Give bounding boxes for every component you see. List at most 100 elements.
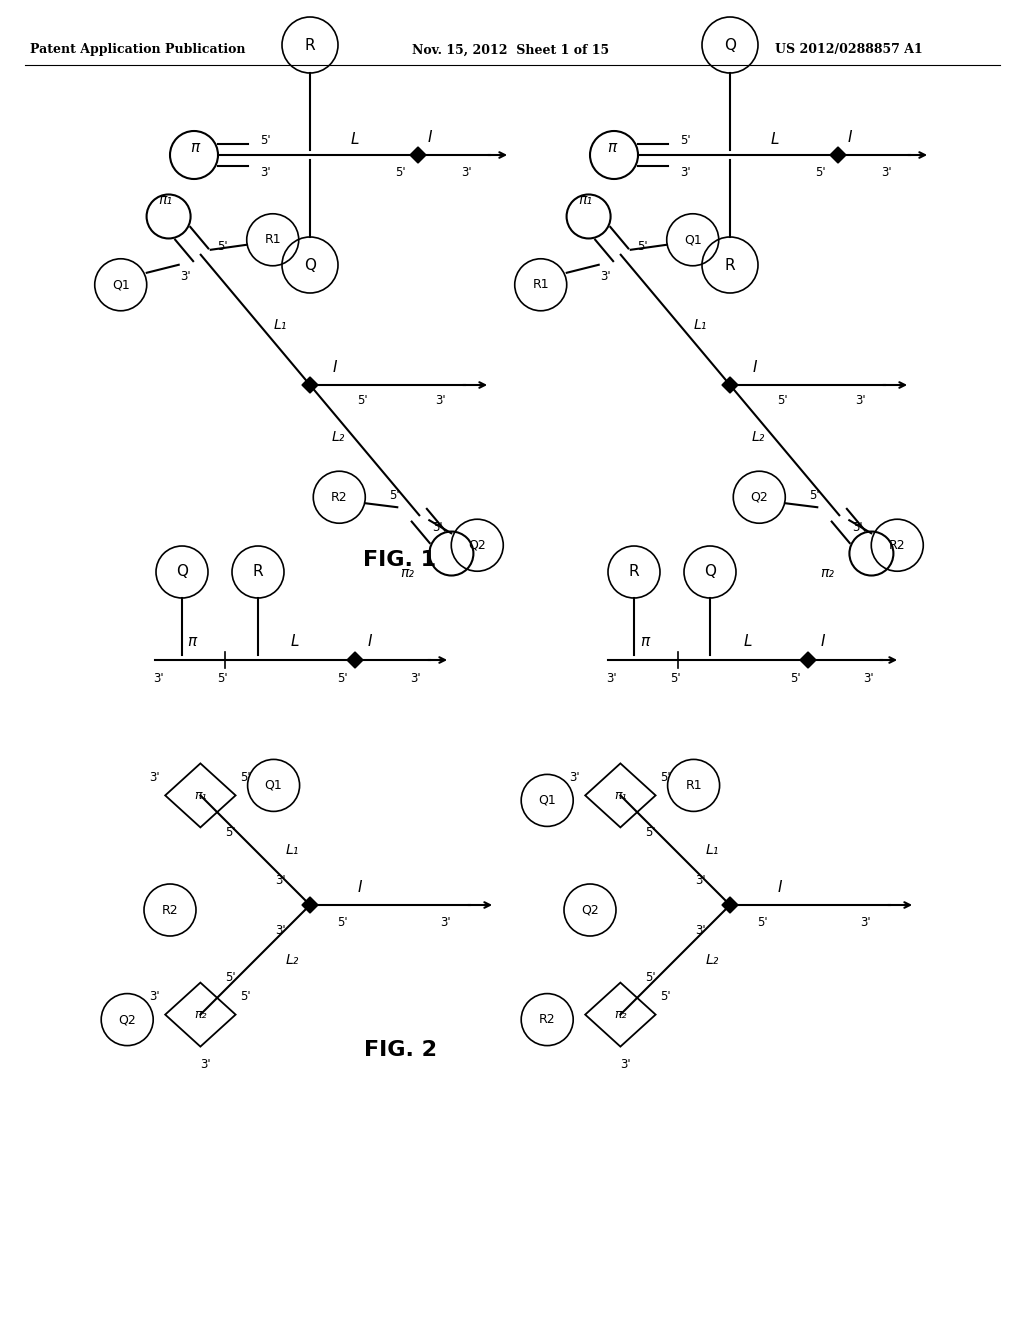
Polygon shape [800,652,816,668]
Text: FIG. 1: FIG. 1 [364,550,436,570]
Text: 5': 5' [389,488,399,502]
Polygon shape [347,652,362,668]
Text: L: L [351,132,359,147]
Text: π₂: π₂ [195,1008,207,1022]
Text: L₁: L₁ [286,843,299,857]
Text: 3': 3' [150,990,160,1003]
Text: R2: R2 [331,491,347,504]
Text: R: R [629,565,639,579]
Text: 3': 3' [410,672,420,685]
Text: Q: Q [724,37,736,53]
Text: R1: R1 [532,279,549,292]
Text: Q: Q [705,565,716,579]
Text: 5': 5' [660,771,671,784]
Text: R2: R2 [162,903,178,916]
Text: I: I [357,879,362,895]
Text: 3': 3' [153,672,163,685]
Text: 3': 3' [461,166,471,180]
Text: Q2: Q2 [468,539,486,552]
Text: 5': 5' [645,826,656,840]
Text: Q1: Q1 [684,234,701,247]
Text: L₁: L₁ [273,318,287,333]
Text: 3': 3' [621,1059,631,1071]
Text: 3': 3' [274,924,286,936]
Text: L₂: L₂ [752,430,765,444]
Text: 3': 3' [862,672,873,685]
Text: 3': 3' [605,672,616,685]
Text: US 2012/0288857 A1: US 2012/0288857 A1 [775,44,923,57]
Text: I: I [753,359,758,375]
Text: I: I [368,635,373,649]
Text: 3': 3' [860,916,870,929]
Text: L: L [743,635,753,649]
Text: π: π [190,140,200,154]
Text: Q1: Q1 [539,793,556,807]
Text: Q2: Q2 [582,903,599,916]
Text: R2: R2 [889,539,905,552]
Text: L₂: L₂ [332,430,345,444]
Text: 5': 5' [637,240,648,253]
Text: 3': 3' [274,874,286,887]
Text: L₂: L₂ [706,953,719,968]
Text: 5': 5' [217,672,227,685]
Text: 5': 5' [217,240,228,253]
Text: Q: Q [304,257,316,272]
Text: 3': 3' [680,165,690,178]
Text: R1: R1 [685,779,701,792]
Text: 5': 5' [337,672,347,685]
Text: Q2: Q2 [119,1014,136,1026]
Text: Patent Application Publication: Patent Application Publication [30,44,246,57]
Text: I: I [428,129,432,144]
Text: 3': 3' [434,395,445,408]
Text: π: π [607,140,616,154]
Text: 3': 3' [855,395,865,408]
Text: 3': 3' [260,165,270,178]
Polygon shape [302,898,318,913]
Text: π₁: π₁ [159,193,173,207]
Text: R2: R2 [539,1014,555,1026]
Text: 3': 3' [694,874,706,887]
Polygon shape [830,147,846,162]
Text: R1: R1 [264,234,281,247]
Polygon shape [722,898,738,913]
Text: 3': 3' [439,916,451,929]
Text: π₂: π₂ [400,566,415,581]
Text: 5': 5' [809,488,819,502]
Text: π₁: π₁ [195,789,207,801]
Text: 5': 5' [260,133,270,147]
Text: 3': 3' [180,271,191,284]
Text: R: R [725,257,735,272]
Text: 3': 3' [200,1059,211,1071]
Text: I: I [333,359,337,375]
Polygon shape [410,147,426,162]
Text: R: R [253,565,263,579]
Text: FIG. 2: FIG. 2 [364,1040,436,1060]
Text: I: I [821,635,825,649]
Text: L₁: L₁ [693,318,707,333]
Text: 3': 3' [881,166,891,180]
Text: 5': 5' [241,771,251,784]
Text: 5': 5' [645,972,656,985]
Text: Nov. 15, 2012  Sheet 1 of 15: Nov. 15, 2012 Sheet 1 of 15 [412,44,609,57]
Text: Q1: Q1 [112,279,130,292]
Text: 3': 3' [852,520,862,533]
Text: 5': 5' [757,916,767,929]
Text: 5': 5' [337,916,347,929]
Text: 5': 5' [815,166,825,180]
Text: 3': 3' [569,771,581,784]
Text: Q1: Q1 [265,779,283,792]
Text: 5': 5' [790,672,801,685]
Text: L₂: L₂ [286,953,299,968]
Text: π: π [187,635,197,649]
Polygon shape [302,378,318,393]
Text: 5': 5' [241,990,251,1003]
Text: 3': 3' [600,271,611,284]
Polygon shape [722,378,738,393]
Text: I: I [848,129,852,144]
Text: π: π [640,635,649,649]
Text: 5': 5' [225,826,236,840]
Text: π₂: π₂ [820,566,835,581]
Text: L: L [771,132,779,147]
Text: π₁: π₁ [614,789,627,801]
Text: 5': 5' [660,990,671,1003]
